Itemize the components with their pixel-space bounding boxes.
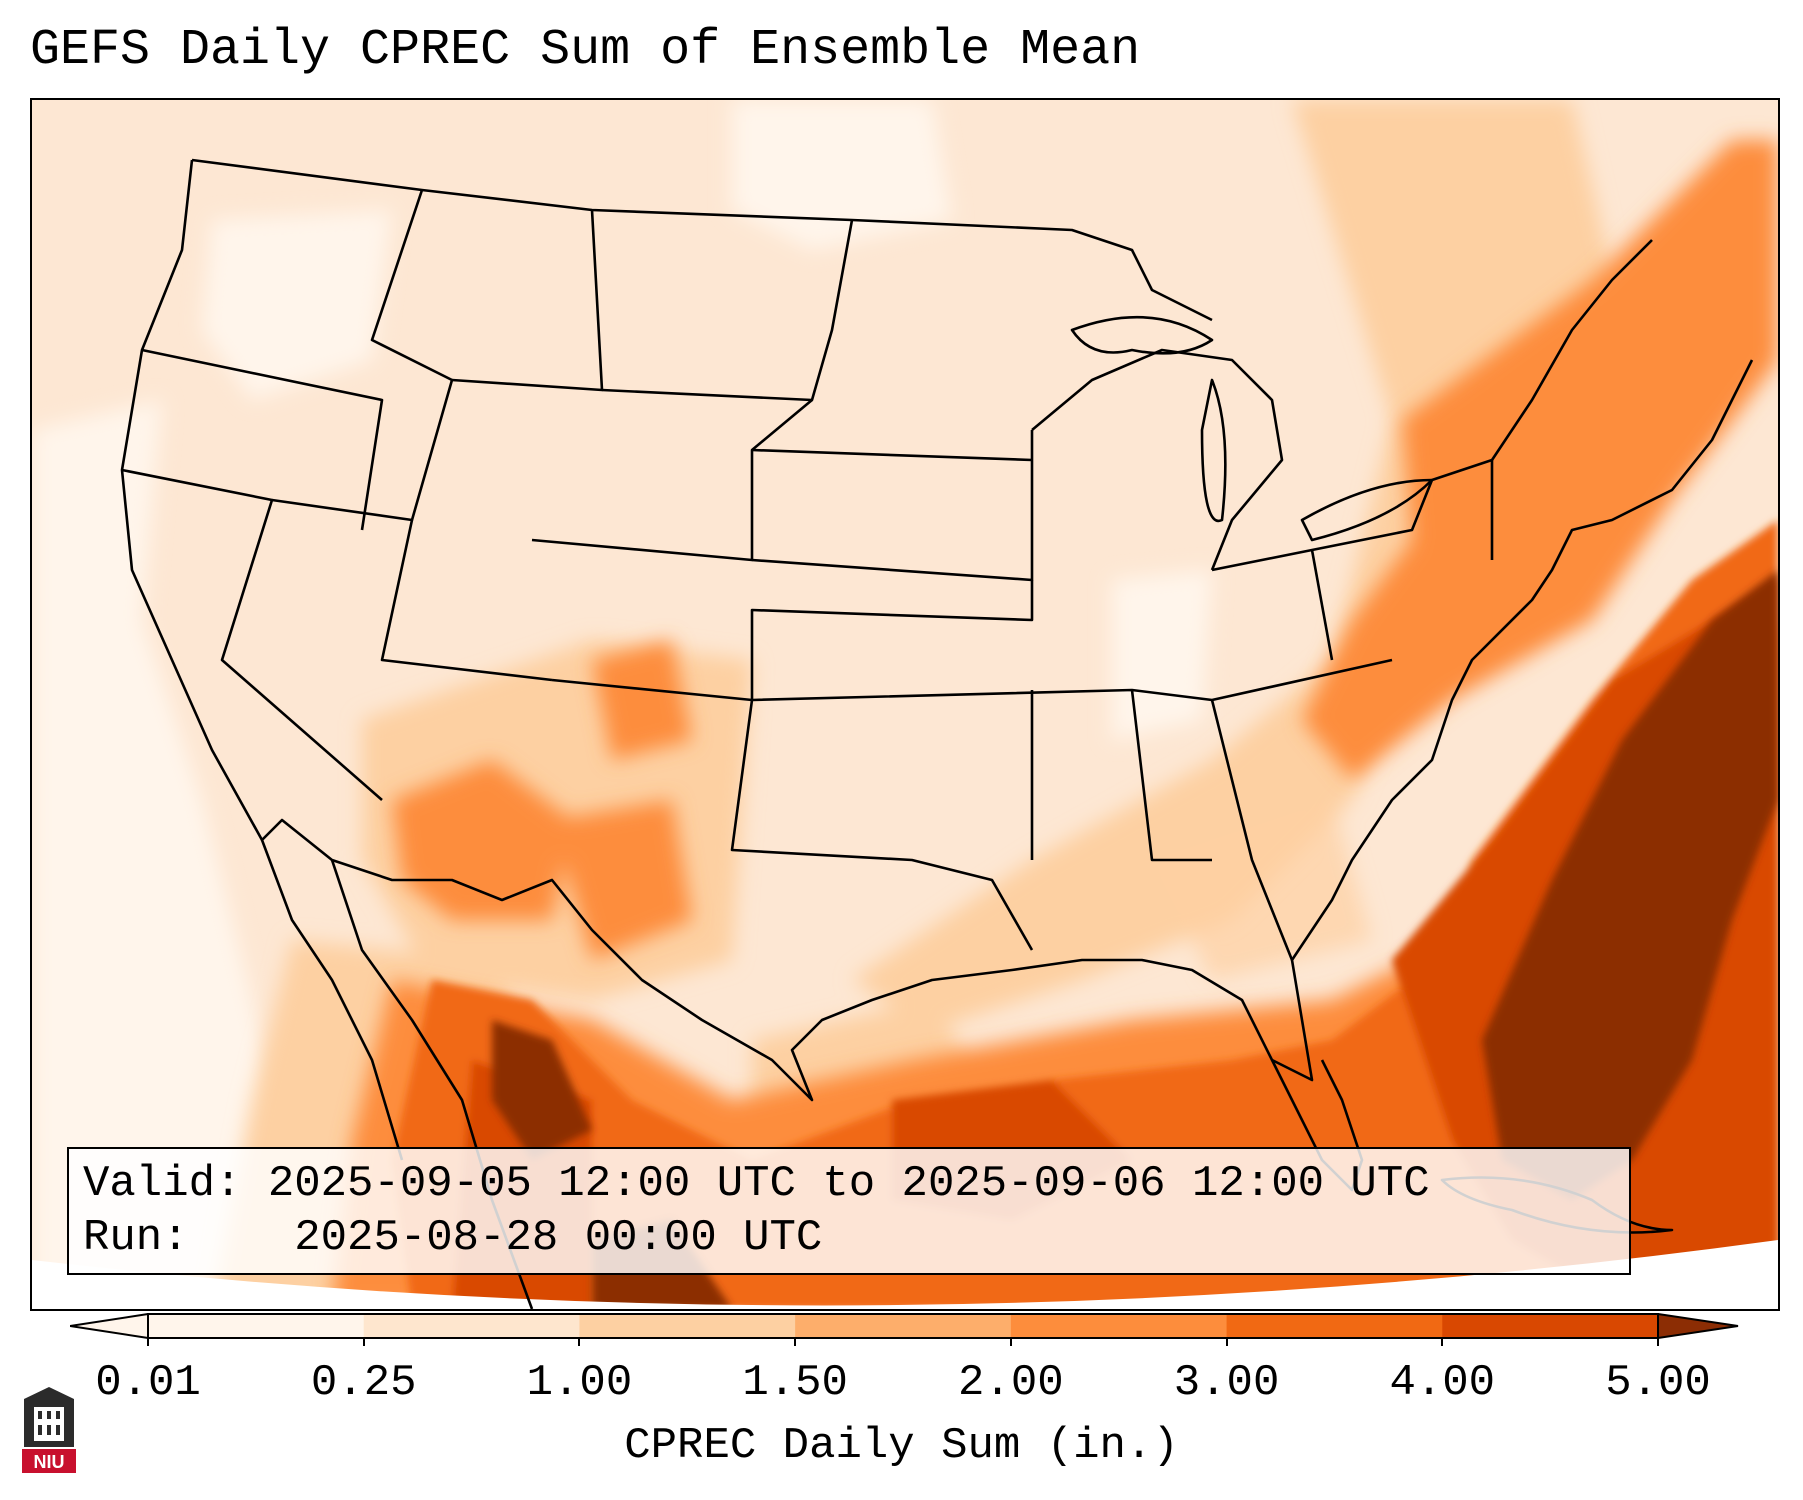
colorbar-label: CPREC Daily Sum (in.) — [624, 1421, 1179, 1471]
niu-logo: NIU — [22, 1387, 76, 1473]
colorbar-tick-label: 0.01 — [95, 1358, 201, 1408]
colorbar-min-extend — [70, 1313, 149, 1339]
valid-time-range: 2025-09-05 12:00 UTC to 2025-09-06 12:00… — [267, 1159, 1430, 1209]
logo-text: NIU — [34, 1452, 65, 1472]
colorbar-segment — [148, 1314, 365, 1338]
colorbar-max-extend — [1657, 1313, 1739, 1339]
colorbar-tick-mark — [794, 1337, 797, 1346]
colorbar-tick-label: 0.25 — [310, 1358, 417, 1408]
colorbar-tick-mark — [1441, 1337, 1444, 1346]
colorbar-tick-label: 5.00 — [1605, 1358, 1711, 1408]
colorbar-segment — [1226, 1314, 1443, 1338]
colorbar-tick-label: 4.00 — [1389, 1358, 1496, 1408]
colorbar-tick-mark — [1225, 1337, 1228, 1346]
valid-label: Valid: — [83, 1159, 242, 1209]
precip-map — [30, 98, 1780, 1311]
domain-edge — [32, 1240, 1778, 1309]
state-borders — [120, 158, 1754, 1309]
colorbar-segments — [148, 1314, 1659, 1338]
colorbar-tick-label: 1.50 — [742, 1358, 848, 1408]
colorbar-segment — [579, 1314, 796, 1338]
colorbar-tick-label: 3.00 — [1173, 1358, 1280, 1408]
colorbar-tick-mark — [147, 1337, 149, 1346]
map-canvas — [32, 100, 1778, 1309]
colorbar-tick-mark — [362, 1337, 365, 1346]
colorbar-tick-label: 2.00 — [958, 1358, 1064, 1408]
colorbar-segment — [363, 1314, 580, 1338]
logo-band — [22, 1449, 76, 1473]
run-time: 2025-08-28 00:00 UTC — [294, 1213, 823, 1263]
run-label: Run: — [83, 1213, 189, 1263]
colorbar-segment — [1010, 1314, 1228, 1338]
colorbar-segment — [1442, 1314, 1659, 1338]
colorbar-segment — [795, 1314, 1012, 1338]
chart-title: GEFS Daily CPREC Sum of Ensemble Mean — [30, 22, 1141, 79]
colorbar-tick-mark — [1009, 1337, 1012, 1346]
valid-run-info-box: Valid: 2025-09-05 12:00 UTC to 2025-09-0… — [67, 1147, 1631, 1275]
colorbar-tick-label: 1.00 — [526, 1358, 633, 1408]
colorbar-tick-mark — [1657, 1337, 1659, 1346]
colorbar — [70, 1313, 1739, 1339]
colorbar-tick-mark — [578, 1337, 581, 1346]
